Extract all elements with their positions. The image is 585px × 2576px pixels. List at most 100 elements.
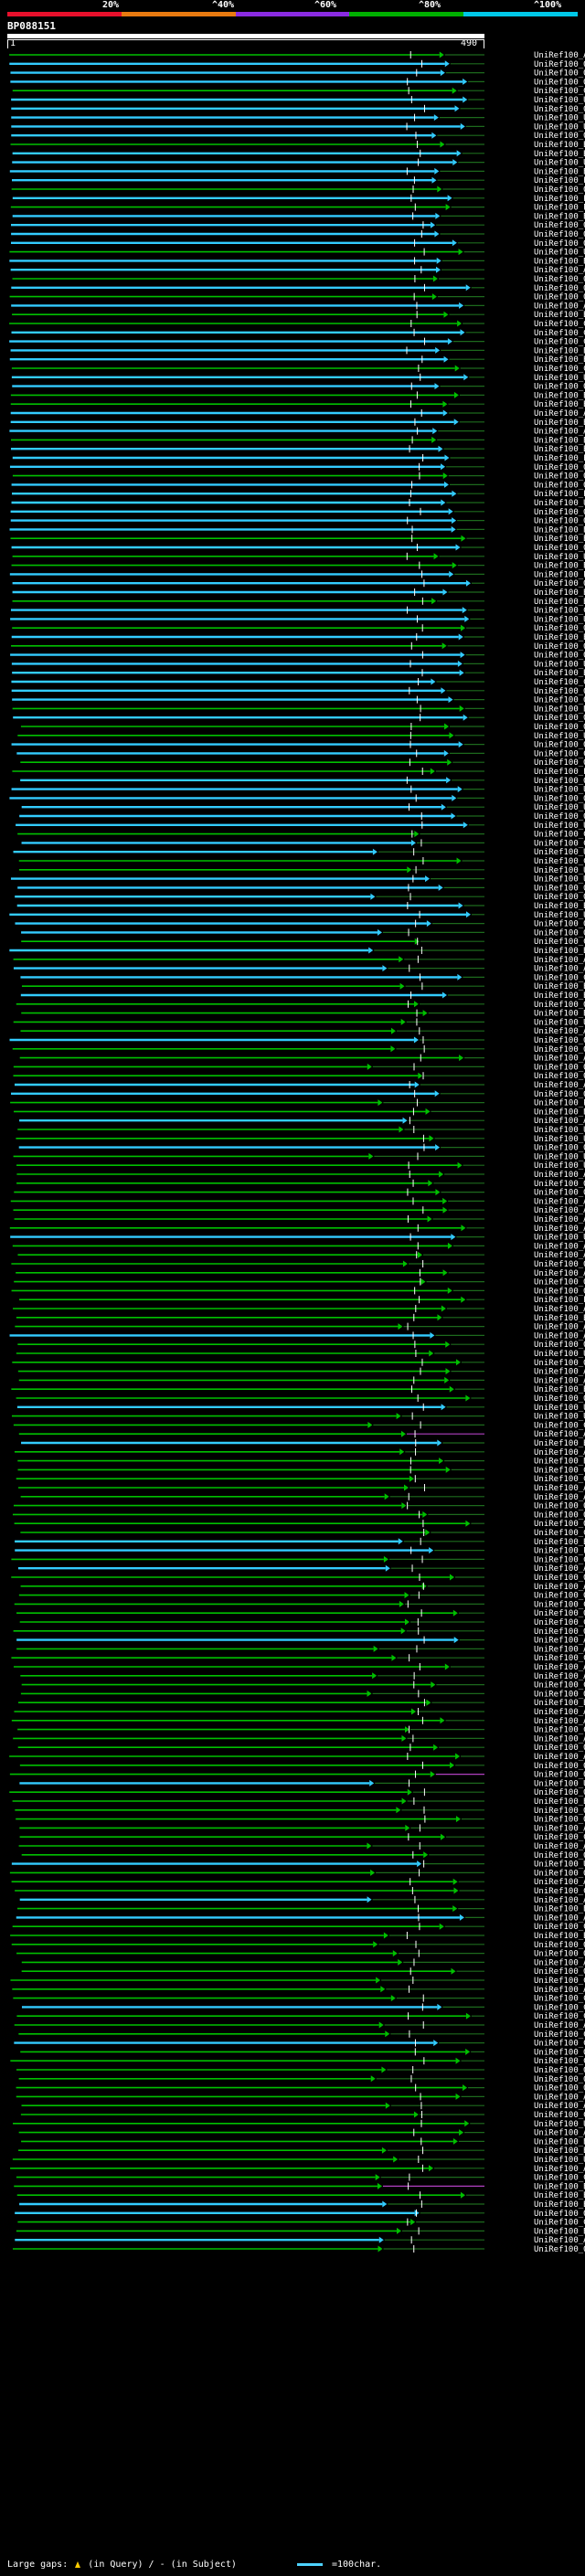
- hit-row[interactable]: UniRef100_Q3URS6: [20, 758, 585, 768]
- hit-label[interactable]: UniRef100_Q74306: [534, 1287, 585, 1296]
- hit-row[interactable]: UniRef100_B3VTQ9: [21, 2137, 585, 2147]
- hit-row[interactable]: UniRef100_UP1000...: [16, 1350, 585, 1359]
- hit-row[interactable]: UniRef100_B9IA24: [16, 902, 585, 911]
- hit-row[interactable]: UniRef100_A6RMF9: [11, 1878, 585, 1887]
- hit-row[interactable]: UniRef100_Q4CU01: [11, 1940, 585, 1950]
- hit-label[interactable]: UniRef100_A7NNF0: [534, 1958, 585, 1967]
- hit-row[interactable]: UniRef100_C1MPK4: [19, 1618, 585, 1627]
- hit-row[interactable]: UniRef100_C5HBQ0: [16, 2173, 585, 2183]
- hit-label[interactable]: UniRef100_Q6GN71: [534, 642, 585, 652]
- hit-row[interactable]: UniRef100_Q5KF66: [13, 714, 585, 723]
- hit-label[interactable]: UniRef100_UP1000...: [534, 1860, 585, 1870]
- hit-label[interactable]: UniRef100_Q6CRR9: [534, 1341, 585, 1350]
- hit-label[interactable]: UniRef100_Q59R29: [534, 383, 585, 392]
- hit-row[interactable]: UniRef100_A4HHD5: [19, 1895, 585, 1905]
- hit-label[interactable]: UniRef100_Q7YMP1: [534, 920, 585, 929]
- hit-row[interactable]: UniRef100_A7R4R2: [14, 1081, 585, 1090]
- hit-row[interactable]: UniRef100_A5LLM5: [15, 2236, 585, 2245]
- hit-label[interactable]: UniRef100_UP1000...: [534, 2120, 585, 2129]
- hit-label[interactable]: UniRef100_Q54QQ3: [534, 1574, 585, 1583]
- hit-row[interactable]: UniRef100_C1BE07: [10, 606, 585, 616]
- hit-row[interactable]: UniRef100_B3NKK9: [11, 561, 585, 571]
- hit-label[interactable]: UniRef100_A3F4S4: [534, 1430, 585, 1439]
- hit-row[interactable]: UniRef100_Q54QQ3: [11, 1574, 585, 1583]
- hit-label[interactable]: UniRef100_Q6PDQ2: [534, 777, 585, 786]
- hit-label[interactable]: UniRef100_Q22R98: [534, 60, 585, 69]
- hit-row[interactable]: UniRef100_B5QK39: [12, 311, 585, 320]
- hit-row[interactable]: UniRef100_B2B6Q5: [12, 1797, 585, 1807]
- hit-label[interactable]: UniRef100_Q2N1B3: [534, 2210, 585, 2219]
- hit-row[interactable]: UniRef100_P47962: [12, 768, 585, 777]
- hit-label[interactable]: UniRef100_B9IA24: [534, 902, 585, 911]
- hit-label[interactable]: UniRef100_Q86LL6: [534, 884, 585, 893]
- hit-label[interactable]: UniRef100_UP1000...: [534, 1413, 585, 1422]
- hit-label[interactable]: UniRef100_A9UT63: [534, 1583, 585, 1592]
- hit-row[interactable]: UniRef100_A5E6A0: [16, 1645, 585, 1654]
- hit-label[interactable]: UniRef100_A5E6A0: [534, 1645, 585, 1654]
- hit-row[interactable]: UniRef100_UP1000...: [13, 1018, 585, 1027]
- hit-label[interactable]: UniRef100_A4TB88: [534, 2129, 585, 2138]
- hit-label[interactable]: UniRef100_Q9Y0M6: [534, 230, 585, 239]
- hit-row[interactable]: UniRef100_UP1000...: [11, 96, 585, 105]
- hit-label[interactable]: UniRef100_B3W3Z9: [534, 535, 585, 544]
- hit-label[interactable]: UniRef100_B2YHY0: [534, 991, 585, 1001]
- hit-row[interactable]: UniRef100_B8R206: [18, 2147, 585, 2156]
- hit-row[interactable]: UniRef100_B4JHU1: [9, 525, 585, 535]
- hit-row[interactable]: UniRef100_Q8TFY6: [15, 1806, 585, 1816]
- hit-label[interactable]: UniRef100_C4Y475: [534, 1475, 585, 1484]
- hit-label[interactable]: UniRef100_P49227: [534, 1099, 585, 1108]
- hit-row[interactable]: UniRef100_B0DDH0: [10, 346, 585, 355]
- hit-row[interactable]: UniRef100_C1BFB7: [11, 328, 585, 338]
- hit-row[interactable]: UniRef100_A2A0R3: [16, 2093, 585, 2102]
- hit-label[interactable]: UniRef100_Q7RL67: [534, 517, 585, 526]
- hit-label[interactable]: UniRef100_P49405: [534, 1547, 585, 1556]
- hit-row[interactable]: UniRef100_A7TXQ5: [20, 1492, 585, 1502]
- hit-row[interactable]: UniRef100_B7FJX5: [21, 1009, 585, 1019]
- hit-row[interactable]: UniRef100_Q2N159: [13, 1627, 585, 1637]
- hit-label[interactable]: UniRef100_C1MRD6: [534, 1887, 585, 1896]
- hit-label[interactable]: UniRef100_Q8LTA8: [534, 1359, 585, 1368]
- hit-label[interactable]: UniRef100_B7QDE4: [534, 141, 585, 150]
- hit-label[interactable]: UniRef100_C5GZL2: [534, 2057, 585, 2066]
- hit-row[interactable]: UniRef100_UP1000...: [11, 1412, 585, 1422]
- hit-row[interactable]: UniRef100_A8E608: [16, 1636, 585, 1646]
- hit-label[interactable]: UniRef100_UP1000...: [534, 1779, 585, 1788]
- hit-row[interactable]: UniRef100_P21119: [12, 490, 585, 499]
- hit-label[interactable]: UniRef100_B6JYA7: [534, 1538, 585, 1547]
- hit-row[interactable]: UniRef100_UP1000...: [13, 1152, 585, 1161]
- hit-row[interactable]: UniRef100_Q7RLG8: [11, 284, 585, 293]
- hit-row[interactable]: UniRef100_Q4S394: [11, 1089, 585, 1099]
- hit-row[interactable]: UniRef100_UP1000...: [9, 248, 585, 258]
- hit-label[interactable]: UniRef100_Q5EY89: [534, 2066, 585, 2075]
- hit-row[interactable]: UniRef100_A2QRE4: [19, 1824, 585, 1833]
- hit-label[interactable]: UniRef100_P15126: [534, 195, 585, 204]
- hit-label[interactable]: UniRef100_B0DDH0: [534, 346, 585, 355]
- hit-row[interactable]: UniRef100_A0HP55: [9, 51, 585, 60]
- hit-label[interactable]: UniRef100_A2A0R3: [534, 2093, 585, 2102]
- hit-label[interactable]: UniRef100_B8R206: [534, 2147, 585, 2156]
- hit-row[interactable]: UniRef100_B7PF50: [12, 705, 585, 714]
- hit-label[interactable]: UniRef100_A9Z7T8: [534, 428, 585, 437]
- hit-label[interactable]: UniRef100_B6QE33: [534, 2200, 585, 2210]
- hit-row[interactable]: UniRef100_Q86LL6: [17, 884, 585, 893]
- hit-row[interactable]: UniRef100_A8HQ23: [13, 1663, 585, 1672]
- hit-label[interactable]: UniRef100_Q9YVW5: [534, 741, 585, 750]
- hit-label[interactable]: UniRef100_P22451: [534, 176, 585, 186]
- hit-row[interactable]: UniRef100_B4KFT7: [10, 418, 585, 428]
- hit-row[interactable]: UniRef100_B5XFH1: [11, 633, 585, 642]
- hit-row[interactable]: UniRef100_Q9DBT6: [11, 686, 585, 696]
- hit-label[interactable]: UniRef100_UP1000...: [534, 553, 585, 562]
- hit-label[interactable]: UniRef100_B6KR96: [534, 1439, 585, 1448]
- hit-row[interactable]: UniRef100_B6QE33: [19, 2200, 585, 2210]
- hit-row[interactable]: UniRef100_Q8U1L4: [11, 1260, 585, 1269]
- hit-label[interactable]: UniRef100_Q4UTM3: [534, 78, 585, 87]
- hit-label[interactable]: UniRef100_A2A003: [534, 302, 585, 311]
- hit-row[interactable]: UniRef100_C1BL29: [11, 365, 585, 374]
- hit-label[interactable]: UniRef100_C5DEL7: [534, 1833, 585, 1842]
- hit-row[interactable]: UniRef100_UP1000...: [16, 1134, 585, 1144]
- hit-row[interactable]: UniRef100_A5DZ48: [13, 1305, 585, 1314]
- hit-row[interactable]: UniRef100_C1E4X6: [21, 1680, 585, 1691]
- hit-label[interactable]: UniRef100_A9TVK6: [534, 1734, 585, 1744]
- hit-label[interactable]: UniRef100_UP1000...: [534, 660, 585, 669]
- hit-row[interactable]: UniRef100_B6TH59: [12, 669, 585, 678]
